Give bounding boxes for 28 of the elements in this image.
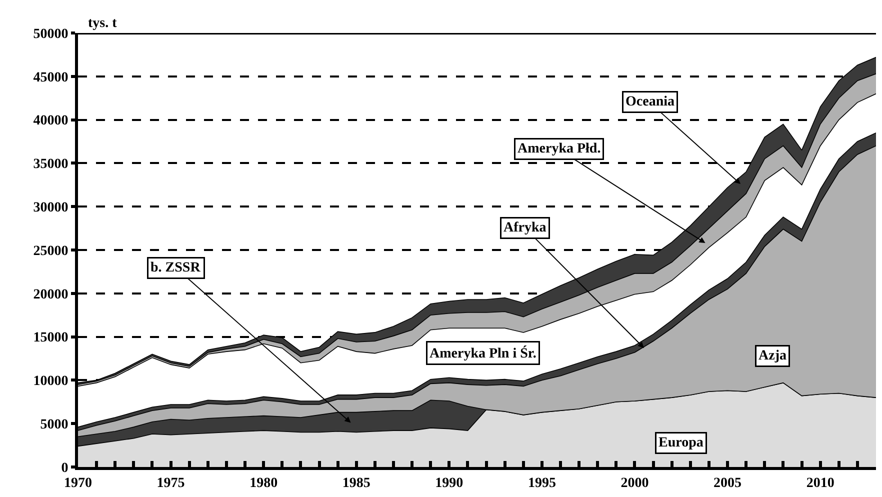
annotation: Azja (758, 348, 786, 364)
y-tick-label: 35000 (33, 157, 68, 172)
annotation: Europa (658, 436, 704, 450)
y-tick-label: 25000 (33, 244, 68, 259)
x-tick-label: 2005 (714, 476, 742, 491)
x-tick-label: 1975 (156, 476, 185, 491)
y-tick-label: 40000 (33, 114, 68, 129)
annotation: Oceania (626, 94, 674, 110)
y-tick-label: 10000 (33, 374, 68, 390)
y-tick-label: 30000 (33, 200, 68, 216)
x-tick-label: 2010 (806, 476, 834, 491)
x-tick-label: 1990 (435, 476, 464, 491)
y-tick-label: 0 (61, 460, 68, 476)
y-tick-label: 45000 (33, 70, 68, 86)
y-tick-label: 20000 (33, 287, 68, 302)
annotation: Ameryka Płd. (518, 142, 601, 156)
y-tick-label: 50000 (33, 26, 68, 42)
y-axis-title: tys. t (88, 16, 118, 31)
annotation: Ameryka Pln i Śr. (430, 344, 536, 362)
x-tick-label: 2000 (620, 476, 649, 491)
x-tick-label: 1985 (342, 476, 370, 491)
x-tick-label: 1980 (250, 476, 278, 491)
y-tick-label: 5000 (40, 418, 68, 432)
y-tick-label: 15000 (33, 330, 68, 346)
annotation: Afryka (504, 220, 546, 236)
x-tick-label: 1995 (528, 476, 556, 491)
annotation: b. ZSSR (150, 260, 202, 276)
x-tick-label: 1970 (64, 476, 92, 491)
